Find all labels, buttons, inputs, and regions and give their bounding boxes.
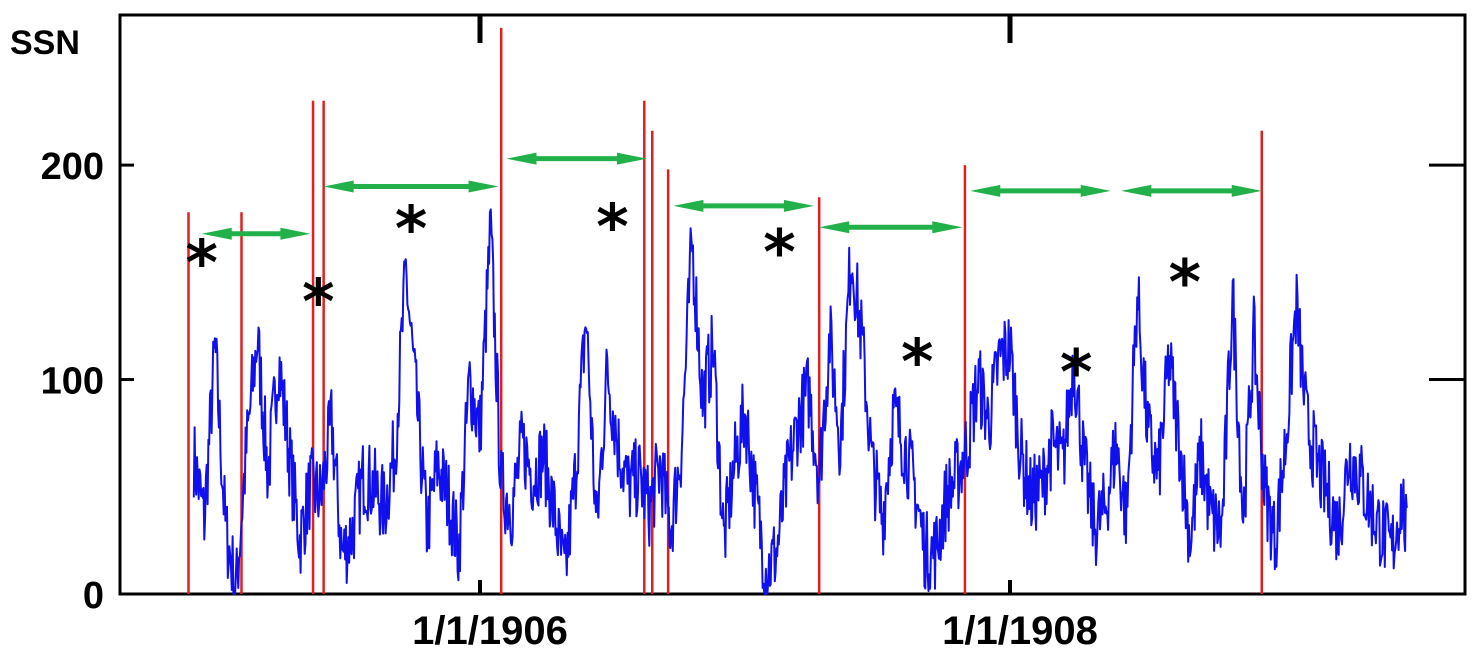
peak-marker-6: *: [1060, 336, 1092, 409]
plot-axes: [118, 13, 1467, 596]
interval-arrow-2: [506, 152, 647, 165]
xtick-label-0: 1/1/1906: [412, 609, 568, 653]
ytick-label-100: 100: [41, 361, 104, 403]
xtick-label-1: 1/1/1908: [942, 609, 1098, 653]
peak-marker-7: *: [1169, 246, 1201, 319]
cycle-boundary-lines: [187, 27, 1263, 594]
peak-marker-2: *: [395, 192, 427, 265]
interval-arrow-3: [673, 199, 814, 212]
peak-markers: * * * * * * * *: [186, 190, 1202, 409]
interval-arrow-4: [819, 221, 963, 234]
peak-marker-3: *: [596, 190, 628, 263]
ytick-label-200: 200: [41, 146, 104, 188]
interval-arrow-5: [970, 184, 1111, 197]
interval-arrow-1: [323, 180, 499, 193]
peak-marker-4: *: [763, 216, 795, 289]
peak-marker-0: *: [186, 227, 218, 300]
peak-marker-1: *: [302, 265, 334, 338]
ssn-line: [192, 208, 1409, 595]
peak-marker-5: *: [901, 325, 933, 398]
y-axis-label: SSN: [10, 24, 80, 62]
interval-arrow-6: [1121, 184, 1262, 197]
plot-frame: [118, 13, 1467, 596]
axis-labels: 0 100 200 1/1/1906 1/1/1908 SSN: [10, 24, 1098, 653]
interval-arrow-0: [201, 227, 311, 240]
interval-arrows: [201, 152, 1262, 240]
ytick-label-0: 0: [83, 575, 104, 617]
ssn-series: [192, 208, 1409, 595]
